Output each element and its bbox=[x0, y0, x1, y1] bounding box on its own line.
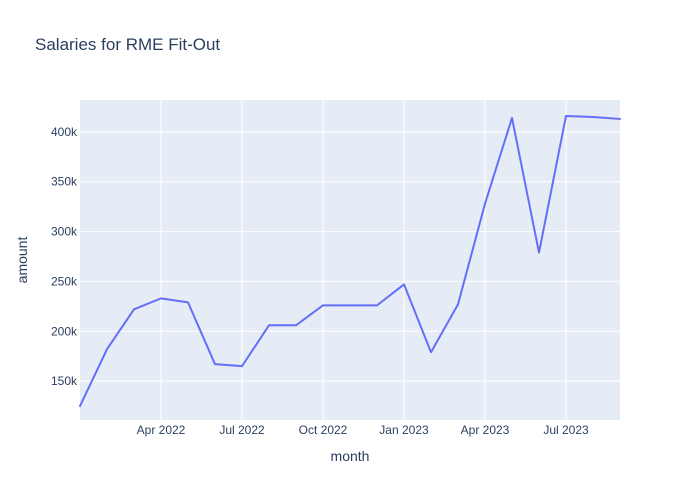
y-tick-label: 250k bbox=[51, 274, 78, 288]
x-tick-label: Jul 2023 bbox=[543, 423, 589, 437]
y-tick-label: 350k bbox=[51, 175, 78, 189]
x-tick-label: Jul 2022 bbox=[219, 423, 265, 437]
chart-title: Salaries for RME Fit-Out bbox=[35, 35, 220, 54]
series-line bbox=[79, 114, 621, 408]
x-tick-label: Apr 2023 bbox=[461, 423, 510, 437]
plot-area bbox=[80, 100, 620, 420]
x-tick-label: Oct 2022 bbox=[299, 423, 348, 437]
y-gridlines bbox=[80, 131, 620, 382]
y-axis-tick-labels: 150k 200k 250k 300k 350k 400k bbox=[51, 125, 78, 388]
x-gridlines bbox=[160, 100, 567, 420]
y-tick-label: 150k bbox=[51, 374, 78, 388]
x-axis-tick-labels: Apr 2022 Jul 2022 Oct 2022 Jan 2023 Apr 2023… bbox=[137, 423, 589, 437]
x-tick-label: Apr 2022 bbox=[137, 423, 186, 437]
x-axis-title: month bbox=[331, 448, 370, 464]
y-tick-label: 400k bbox=[51, 125, 78, 139]
x-tick-label: Jan 2023 bbox=[379, 423, 429, 437]
y-tick-label: 300k bbox=[51, 225, 78, 239]
y-tick-label: 200k bbox=[51, 324, 78, 338]
y-axis-title: amount bbox=[14, 237, 30, 284]
series bbox=[79, 114, 621, 408]
